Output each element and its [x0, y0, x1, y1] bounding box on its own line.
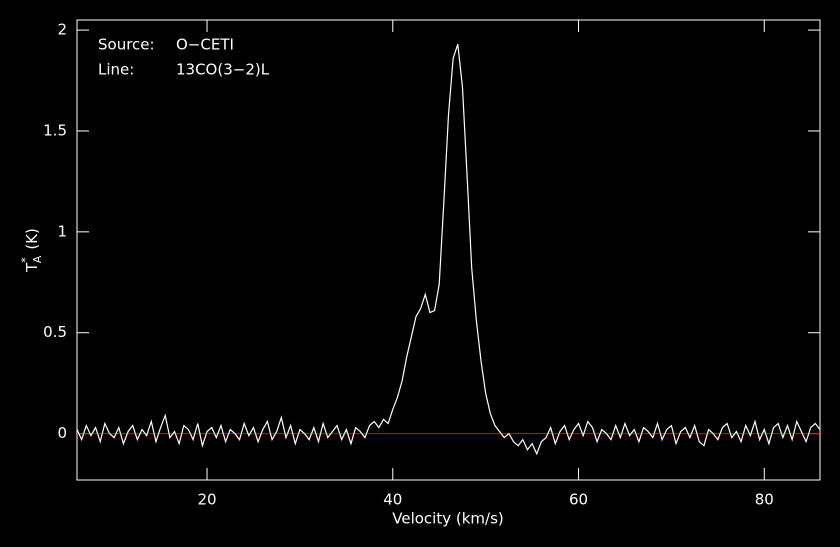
- y-tick-label: 0.5: [43, 323, 67, 341]
- annotation-key: Line:: [98, 61, 134, 79]
- y-label-sub: A: [31, 255, 44, 263]
- x-tick-label: 80: [755, 491, 774, 509]
- y-label-unit: (K): [23, 228, 41, 250]
- y-tick-label: 0: [57, 424, 67, 442]
- annotation-key: Source:: [98, 36, 155, 54]
- spectrum-line: [76, 44, 821, 456]
- y-label-sup: *: [19, 257, 32, 263]
- y-tick-label: 1.5: [43, 121, 67, 139]
- plot-frame: [76, 19, 821, 481]
- y-label-symbol: T: [23, 262, 41, 273]
- annotation-text: 13CO(3−2)L: [176, 61, 270, 79]
- annotation-text: O−CETI: [176, 36, 234, 54]
- x-tick-label: 40: [383, 491, 402, 509]
- x-tick-label: 60: [569, 491, 588, 509]
- y-tick-label: 2: [57, 21, 67, 39]
- y-axis-label: T*A (K): [19, 228, 44, 273]
- x-axis-label: Velocity (km/s): [392, 510, 503, 528]
- y-tick-label: 1: [57, 222, 67, 240]
- x-tick-label: 20: [197, 491, 216, 509]
